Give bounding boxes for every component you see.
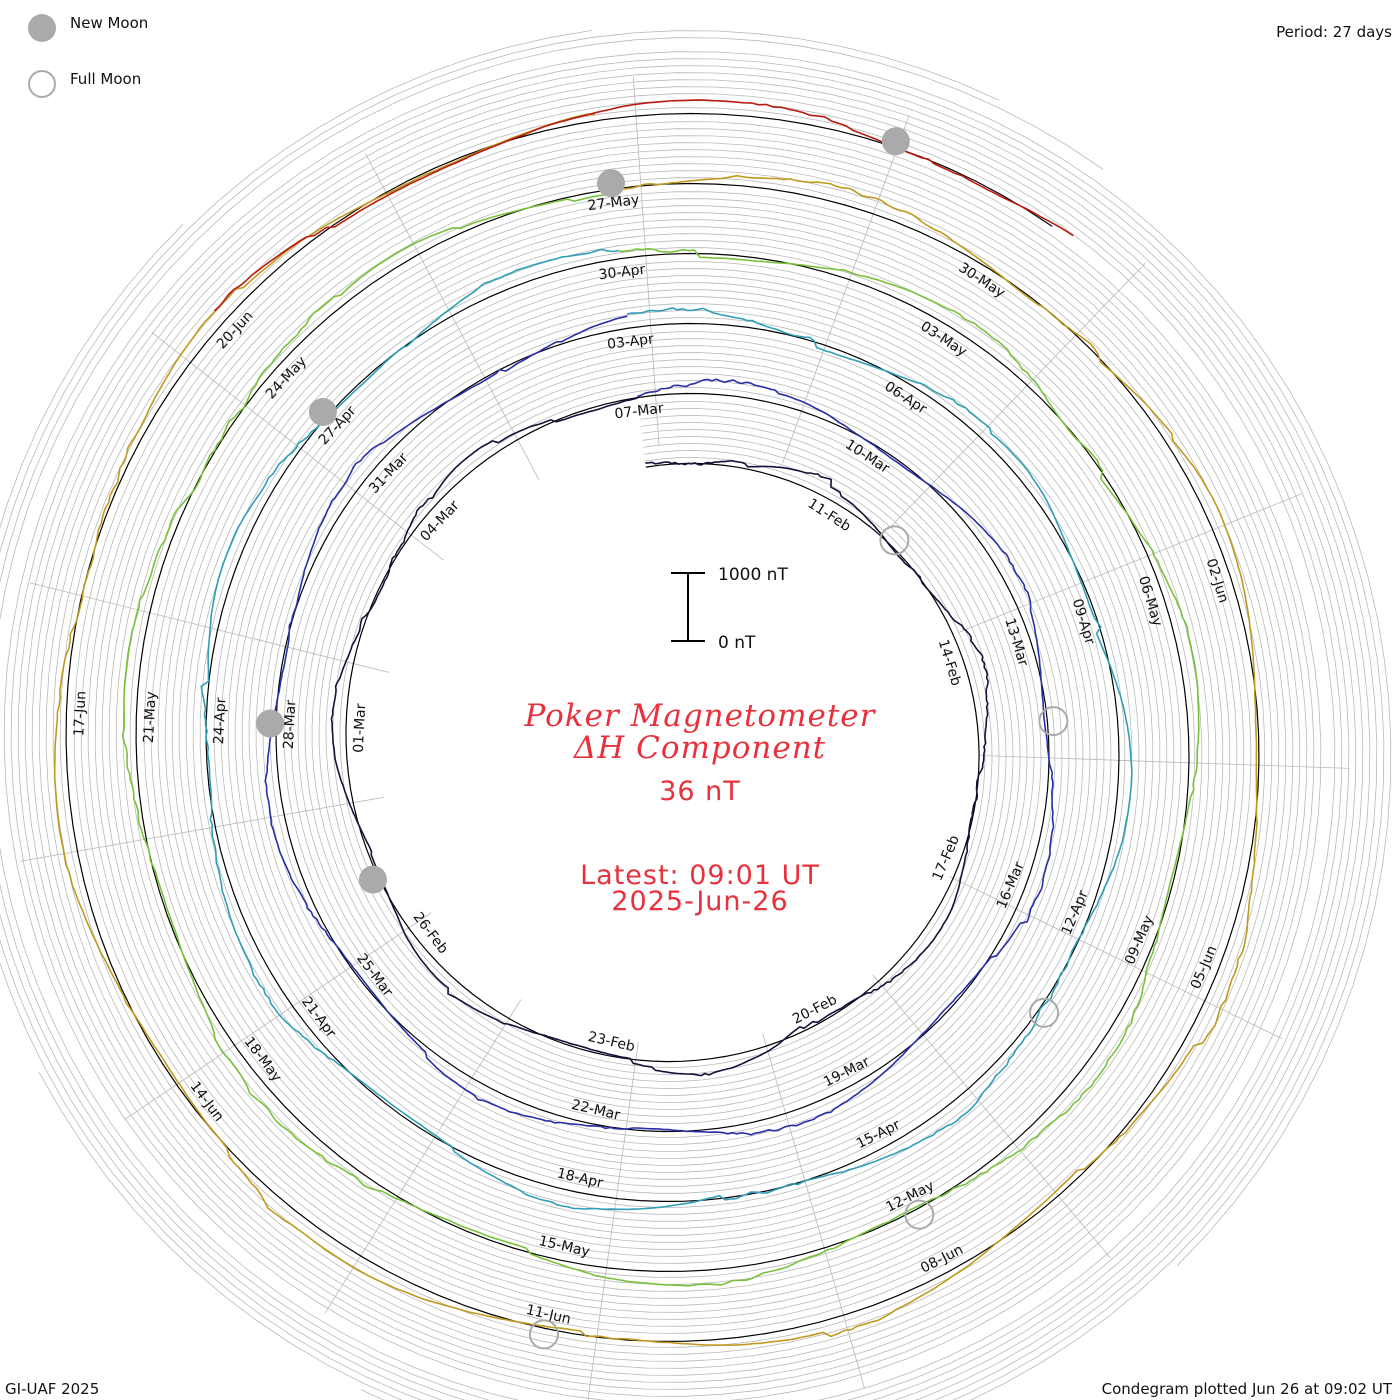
series-line bbox=[330, 397, 989, 1077]
scale-bar: 1000 nT 0 nT bbox=[671, 565, 788, 653]
grid-ring bbox=[17, 65, 1378, 1400]
grid-ring bbox=[0, 30, 1343, 1400]
latest-date: 2025-Jun-26 bbox=[611, 886, 789, 917]
new-moon-marker bbox=[597, 169, 626, 198]
series-line bbox=[53, 113, 1258, 1346]
grid-spoke bbox=[29, 582, 390, 673]
grid-ring bbox=[0, 86, 1357, 1400]
full-moon-marker bbox=[528, 1319, 559, 1350]
date-label: 10-Mar bbox=[842, 437, 892, 477]
grid-spoke bbox=[979, 755, 1350, 769]
period-label: Period: 27 days bbox=[1276, 23, 1392, 41]
current-value: 36 nT bbox=[659, 776, 741, 807]
date-label: 23-Feb bbox=[586, 1029, 636, 1055]
grid-spoke bbox=[949, 876, 1283, 1040]
scale-bar-bottom-label: 0 nT bbox=[718, 633, 756, 653]
chart-title: Poker Magnetometer bbox=[524, 698, 876, 734]
new-moon-marker bbox=[256, 709, 285, 738]
grid-spoke bbox=[365, 153, 540, 481]
full-moon-legend-label: Full Moon bbox=[70, 70, 142, 88]
grid-spoke bbox=[151, 332, 444, 561]
date-label: 14-Feb bbox=[935, 638, 964, 688]
full-moon-marker bbox=[1038, 706, 1069, 737]
date-label: 14-Jun bbox=[187, 1079, 227, 1125]
grid-ring bbox=[3, 51, 1392, 1400]
new-moon-marker bbox=[881, 127, 910, 156]
date-label: 05-Jun bbox=[1188, 943, 1221, 991]
scale-bar-top-label: 1000 nT bbox=[718, 565, 788, 585]
date-label: 20-Jun bbox=[214, 308, 257, 352]
grid-spoke bbox=[632, 76, 660, 446]
date-label: 28-Mar bbox=[281, 699, 300, 749]
date-label: 27-May bbox=[587, 192, 640, 214]
grid-spoke bbox=[324, 999, 522, 1314]
grid-ring bbox=[0, 37, 1336, 1400]
date-label: 21-May bbox=[141, 691, 160, 744]
date-label: 03-Apr bbox=[606, 331, 655, 353]
full-moon-marker bbox=[1029, 997, 1060, 1028]
date-label: 24-Apr bbox=[211, 697, 229, 745]
date-label: 21-Apr bbox=[298, 994, 339, 1041]
moon-marker-layer bbox=[256, 127, 1069, 1350]
date-label: 22-Mar bbox=[570, 1097, 622, 1124]
date-label: 06-May bbox=[1135, 574, 1165, 628]
footer-credit: GI-UAF 2025 bbox=[5, 1380, 100, 1398]
date-label: 18-Apr bbox=[555, 1165, 604, 1191]
date-label: 02-Jun bbox=[1203, 557, 1232, 605]
footer-plotted: Condegram plotted Jun 26 at 09:02 UT bbox=[1101, 1380, 1392, 1398]
date-label: 11-Feb bbox=[805, 496, 854, 535]
grid-ring bbox=[0, 30, 1350, 1400]
series-line bbox=[121, 193, 1200, 1287]
latest-time: Latest: 09:01 UT bbox=[580, 860, 820, 891]
grid-spoke bbox=[20, 796, 385, 862]
date-label: 17-Jun bbox=[71, 690, 89, 736]
new-moon-legend-icon bbox=[28, 14, 56, 42]
date-label: 09-May bbox=[1122, 913, 1157, 967]
grid-ring bbox=[24, 72, 1371, 1400]
series-line bbox=[200, 248, 1133, 1211]
full-moon-marker bbox=[879, 525, 910, 556]
series-layer bbox=[53, 99, 1260, 1346]
new-moon-marker bbox=[308, 398, 337, 427]
baseline-spiral bbox=[65, 112, 1260, 1342]
grid-spoke bbox=[888, 262, 1146, 530]
grid-spoke bbox=[587, 1042, 639, 1400]
grid-layer bbox=[0, 30, 1392, 1400]
full-moon-marker bbox=[904, 1199, 935, 1230]
series-line bbox=[264, 315, 1055, 1136]
new-moon-legend-label: New Moon bbox=[70, 14, 149, 32]
date-label: 15-Apr bbox=[854, 1117, 903, 1153]
series-line bbox=[213, 99, 1074, 312]
grid-spoke bbox=[782, 115, 910, 464]
date-label: 18-May bbox=[241, 1034, 285, 1085]
date-label: 01-Mar bbox=[351, 703, 370, 753]
grid-spoke bbox=[958, 493, 1302, 633]
full-moon-legend-icon bbox=[28, 70, 56, 98]
grid-spoke bbox=[872, 974, 1111, 1259]
date-label: 30-Apr bbox=[598, 262, 647, 284]
date-label: 07-Mar bbox=[614, 401, 665, 423]
new-moon-marker bbox=[358, 865, 387, 894]
grid-ring bbox=[0, 79, 1364, 1400]
date-label: 24-May bbox=[263, 353, 310, 402]
chart-subtitle: ΔH Component bbox=[573, 730, 827, 766]
grid-ring bbox=[10, 58, 1385, 1400]
grid-spoke bbox=[124, 912, 432, 1120]
date-label: 31-Mar bbox=[366, 450, 411, 497]
